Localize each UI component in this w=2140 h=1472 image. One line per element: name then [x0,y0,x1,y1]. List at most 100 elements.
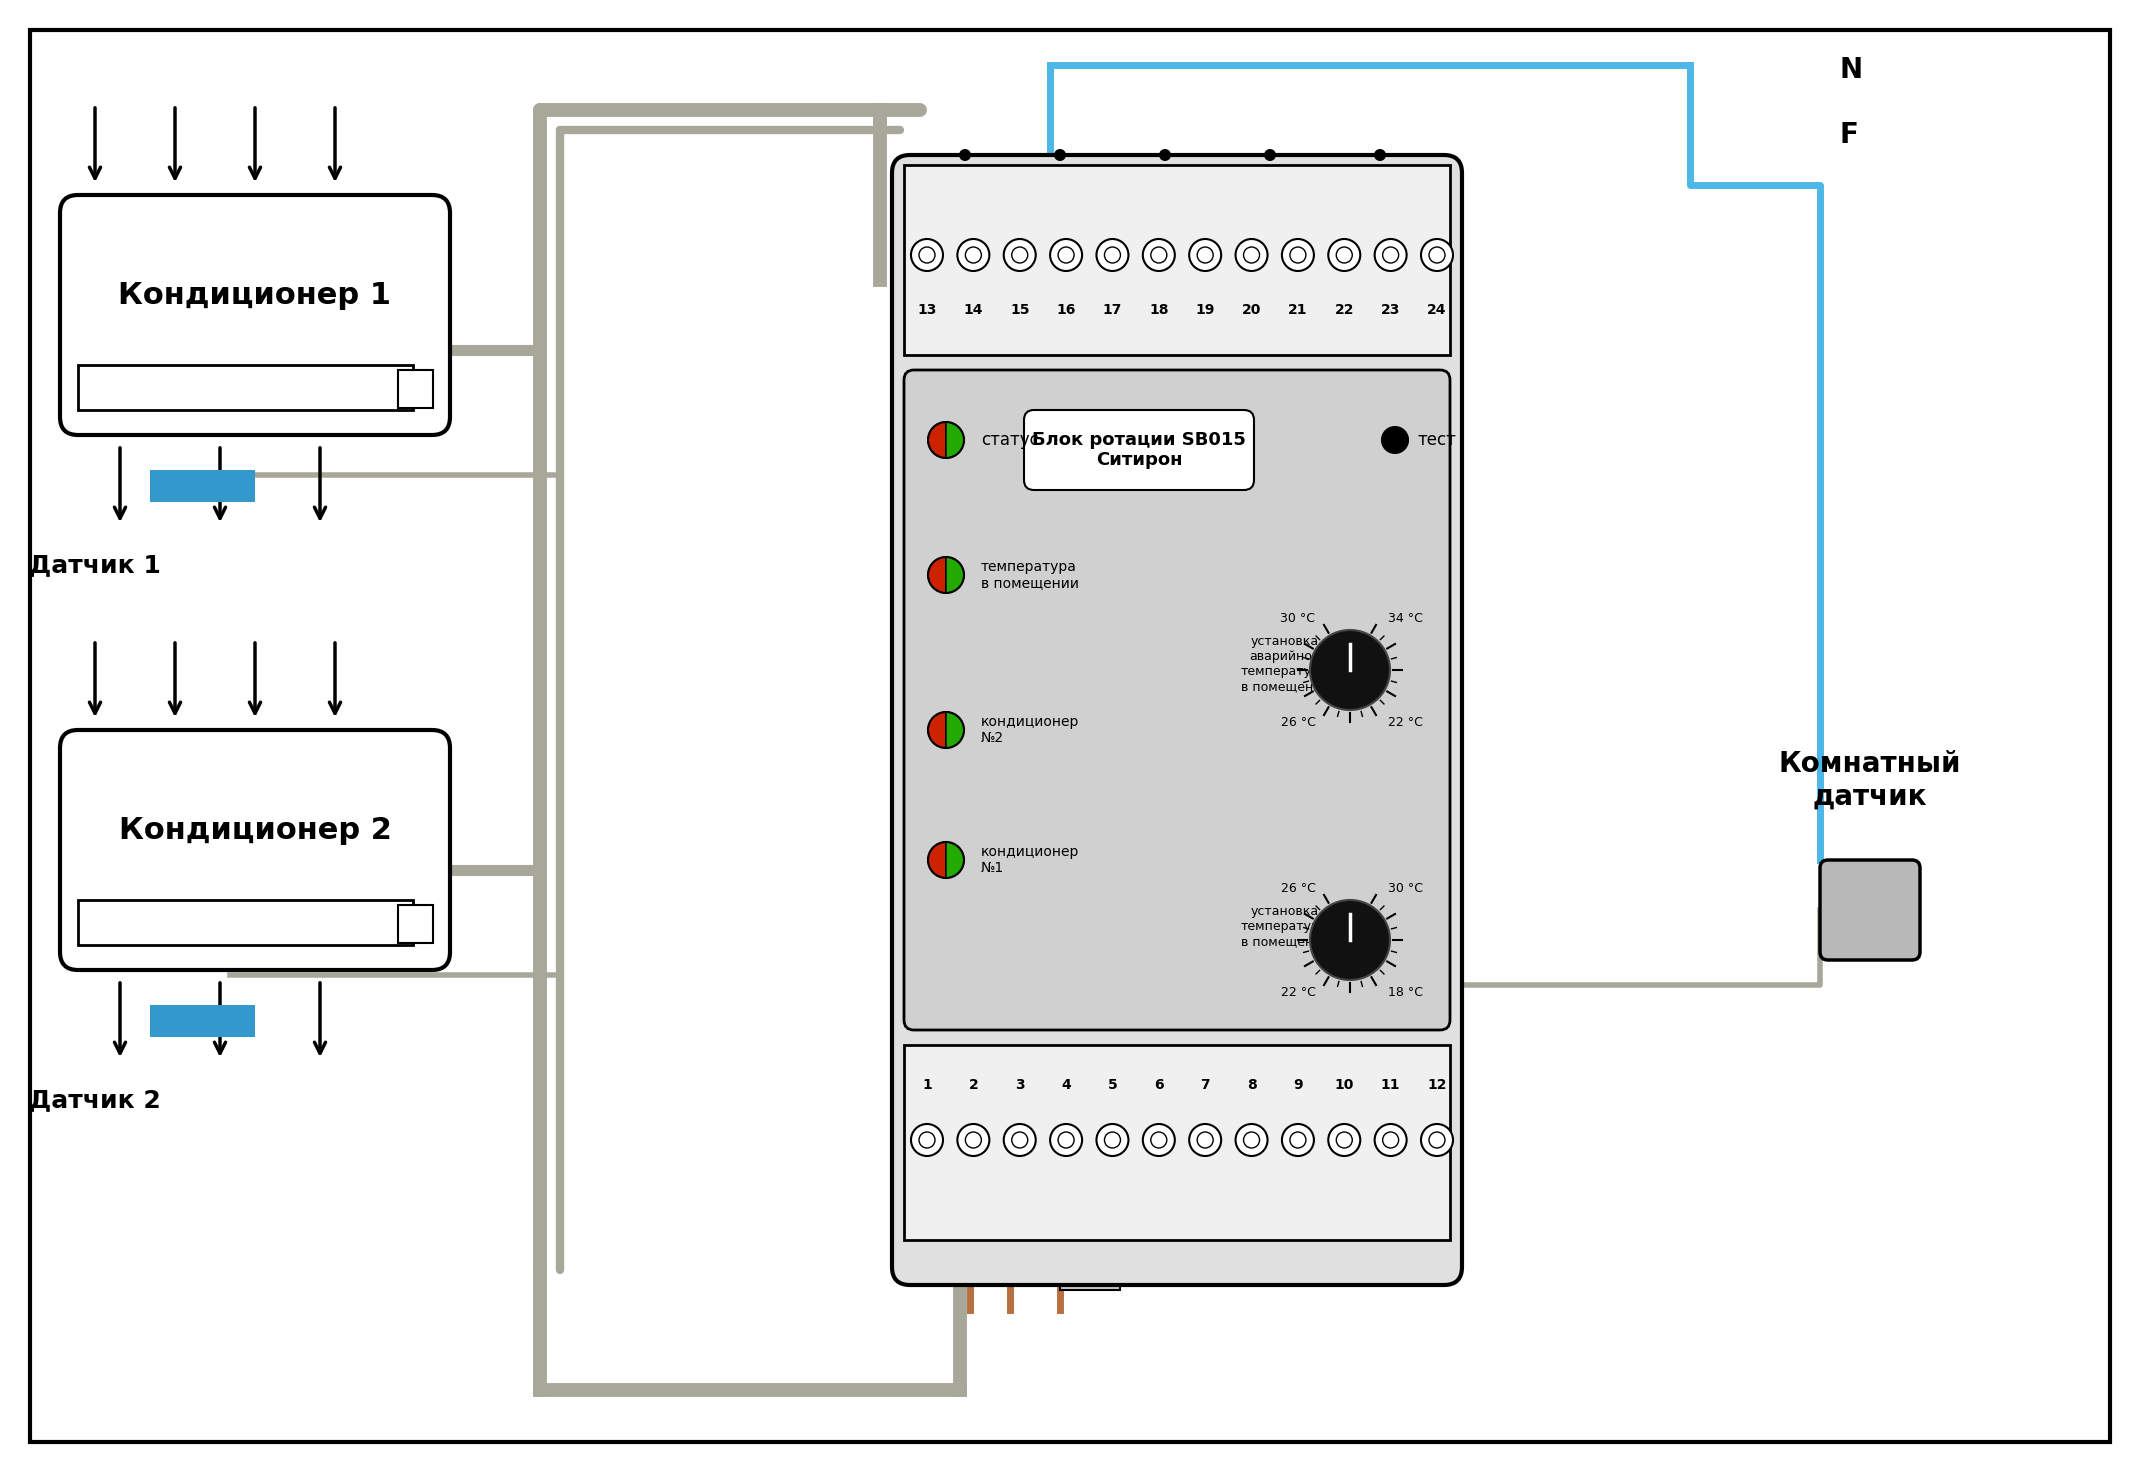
Text: 22 °C: 22 °C [1387,715,1423,729]
Circle shape [1310,630,1391,710]
Circle shape [918,247,935,263]
Circle shape [1012,1132,1027,1148]
Text: 17: 17 [1102,303,1121,316]
Circle shape [1051,1125,1083,1156]
Bar [77,899,413,945]
Text: 3: 3 [1014,1078,1025,1092]
Text: Датчик 1: Датчик 1 [30,553,160,577]
Circle shape [1374,149,1387,160]
Text: установка
аварийной
температуры
в помещении: установка аварийной температуры в помеще… [1241,634,1329,693]
Text: 13: 13 [918,303,937,316]
Wedge shape [929,842,946,877]
Text: температура
в помещении: температура в помещении [980,559,1079,590]
Text: 18 °C: 18 °C [1387,985,1423,998]
Text: 18: 18 [1149,303,1168,316]
Text: статус: статус [980,431,1038,449]
Circle shape [1430,1132,1444,1148]
Circle shape [1190,1125,1222,1156]
Circle shape [1096,1125,1128,1156]
Circle shape [1243,247,1260,263]
Circle shape [1329,1125,1361,1156]
Text: 26 °C: 26 °C [1280,882,1316,895]
Circle shape [1421,1125,1453,1156]
Text: установка
температуры
в помещении: установка температуры в помещении [1241,905,1329,948]
Circle shape [1430,247,1444,263]
Wedge shape [946,842,963,877]
Circle shape [1051,238,1083,271]
Circle shape [1282,238,1314,271]
FancyBboxPatch shape [1819,860,1920,960]
Circle shape [1151,247,1166,263]
Circle shape [1096,238,1128,271]
Bar [398,905,432,944]
Circle shape [1282,1125,1314,1156]
Text: 2: 2 [969,1078,978,1092]
FancyBboxPatch shape [892,155,1462,1285]
Circle shape [1235,238,1267,271]
Text: 22: 22 [1335,303,1355,316]
FancyBboxPatch shape [903,369,1451,1030]
Text: Кондиционер 1: Кондиционер 1 [118,281,392,311]
Text: 12: 12 [1427,1078,1447,1092]
Text: Кондиционер 2: Кондиционер 2 [118,817,392,845]
Text: 8: 8 [1248,1078,1256,1092]
Circle shape [1421,238,1453,271]
Text: 24: 24 [1427,303,1447,316]
Text: 30 °C: 30 °C [1280,611,1316,624]
Circle shape [1055,149,1066,160]
Circle shape [1012,247,1027,263]
Circle shape [912,1125,944,1156]
Text: 34 °C: 34 °C [1387,611,1423,624]
Circle shape [918,1132,935,1148]
FancyBboxPatch shape [60,194,449,436]
Circle shape [1190,238,1222,271]
Bar [150,470,255,502]
Circle shape [1235,1125,1267,1156]
Bar [77,365,413,411]
Bar [903,1045,1451,1239]
Circle shape [1143,238,1175,271]
Circle shape [1382,1132,1400,1148]
Circle shape [1382,247,1400,263]
Circle shape [1004,238,1036,271]
Text: 5: 5 [1109,1078,1117,1092]
Text: N: N [1840,56,1864,84]
Circle shape [965,247,982,263]
Circle shape [1335,1132,1352,1148]
Circle shape [957,1125,989,1156]
Circle shape [1057,1132,1074,1148]
Circle shape [1196,247,1213,263]
Circle shape [1265,149,1275,160]
Circle shape [1382,427,1408,453]
Circle shape [1104,247,1121,263]
Bar [398,369,432,408]
Text: 14: 14 [963,303,982,316]
Circle shape [1243,1132,1260,1148]
Text: 1: 1 [922,1078,931,1092]
Wedge shape [946,422,963,458]
Text: 10: 10 [1335,1078,1355,1092]
Text: 6: 6 [1153,1078,1164,1092]
Circle shape [1160,149,1171,160]
Circle shape [1057,247,1074,263]
Text: Датчик 2: Датчик 2 [30,1088,160,1111]
Circle shape [1143,1125,1175,1156]
Circle shape [1290,247,1305,263]
Circle shape [1374,238,1406,271]
Circle shape [1335,247,1352,263]
Circle shape [957,238,989,271]
Circle shape [1104,1132,1121,1148]
Text: Комнатный
датчик: Комнатный датчик [1778,749,1960,810]
Text: 26 °C: 26 °C [1280,715,1316,729]
Wedge shape [929,556,946,593]
FancyBboxPatch shape [1025,411,1254,490]
Text: 11: 11 [1380,1078,1400,1092]
Wedge shape [929,422,946,458]
Text: F: F [1840,121,1860,149]
Bar [1059,1250,1119,1289]
Text: 23: 23 [1380,303,1400,316]
Text: 15: 15 [1010,303,1029,316]
Circle shape [1151,1132,1166,1148]
Text: 20: 20 [1241,303,1260,316]
Text: тест: тест [1417,431,1455,449]
